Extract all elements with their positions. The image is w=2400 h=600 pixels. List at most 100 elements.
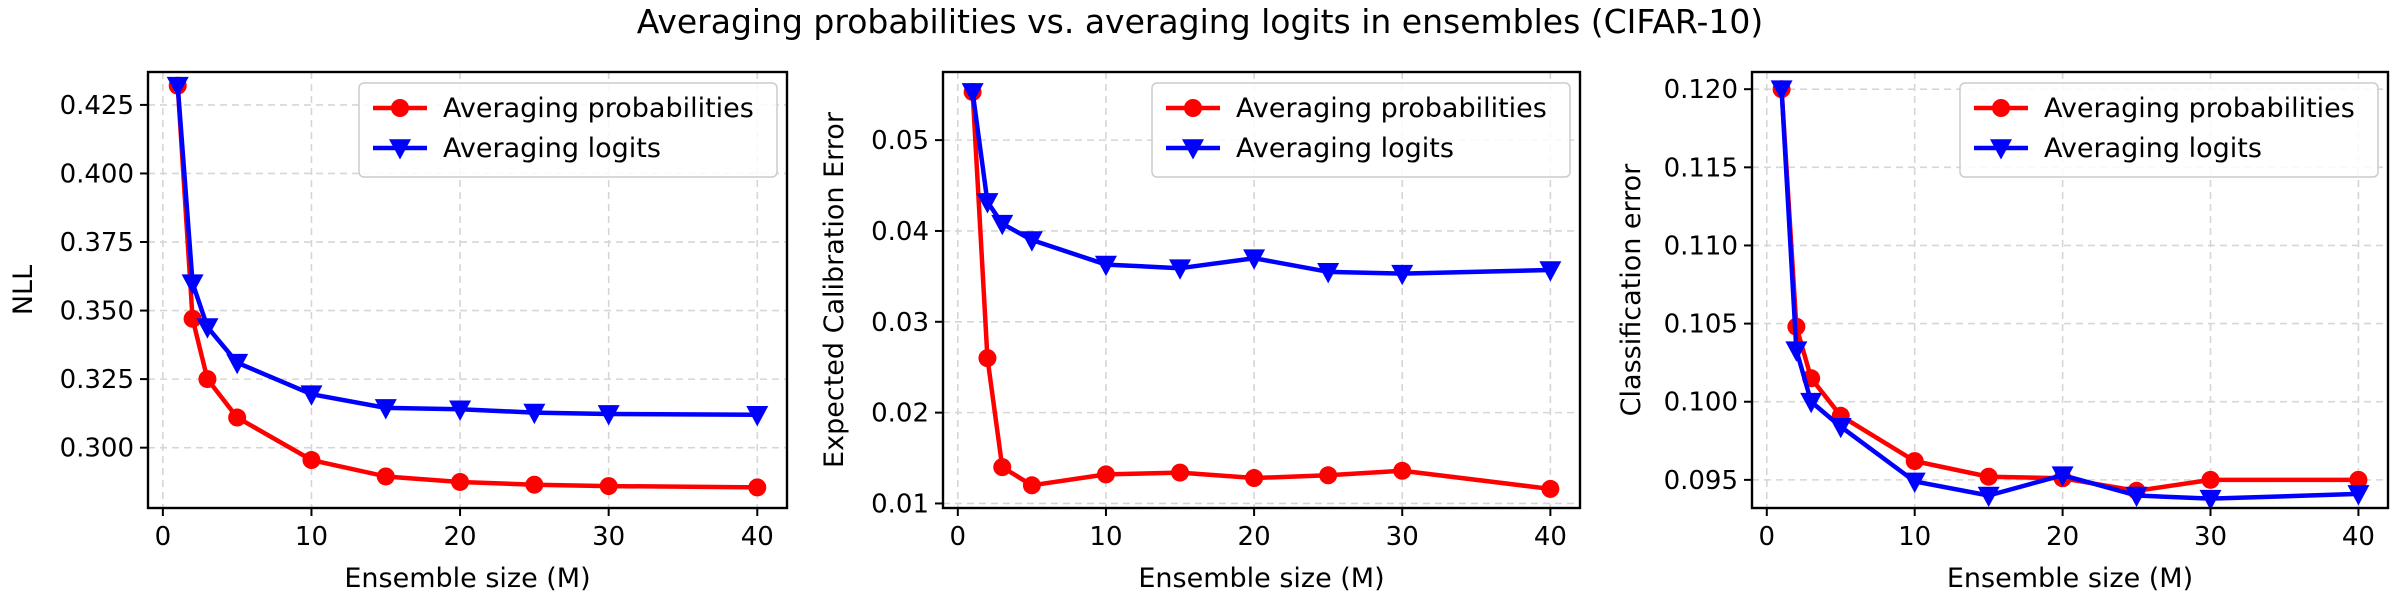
- data-point: [1770, 80, 1793, 101]
- data-point: [978, 349, 997, 368]
- series-averaging-logits: [1770, 80, 2370, 511]
- legend-box: [358, 82, 778, 178]
- data-point: [1022, 476, 1041, 495]
- legend-label: Averaging probabilities: [443, 93, 754, 124]
- data-point: [1391, 264, 1414, 286]
- legend: Averaging probabilities Averaging logits: [358, 82, 778, 178]
- y-tick-label: 0.115: [1664, 153, 1738, 183]
- data-point: [2349, 470, 2368, 489]
- data-point: [2125, 486, 2148, 508]
- data-point: [1905, 452, 1924, 471]
- x-tick-label: 0: [155, 522, 172, 552]
- data-point: [449, 400, 472, 421]
- legend-item: Averaging probabilities: [1974, 93, 2355, 124]
- chart-panel-2: 0 10 20 30 40 0.01 0.02 0.03 0.04 0.05 Ensemble si…: [819, 70, 1582, 594]
- x-tick-label: 0: [950, 522, 967, 552]
- y-tick-label: 0.05: [871, 126, 929, 156]
- y-tick-label: 0.105: [1664, 310, 1738, 340]
- legend-item: Averaging probabilities: [1166, 93, 1547, 124]
- chart-panel-3: 0 10 20 30 40 0.095 0.100 0.105 0.110 0.115 0.120 E…: [1616, 70, 2390, 594]
- data-point: [1393, 461, 1412, 480]
- series-line: [970, 91, 1551, 276]
- figure-title: Averaging probabilities vs. averaging lo…: [637, 2, 1764, 41]
- series-averaging-logits: [166, 76, 769, 427]
- x-tick-label: 40: [2342, 522, 2375, 552]
- y-tick-label: 0.325: [60, 365, 134, 395]
- legend-label: Averaging logits: [443, 133, 661, 164]
- charts-container: 0 10 20 30 40 0.300 0.325 0.350 0.375 0.400 0.425 E…: [8, 70, 2390, 594]
- data-point: [991, 214, 1014, 236]
- y-axis-label: Classification error: [1616, 163, 1647, 416]
- y-tick-label: 0.095: [1664, 466, 1738, 496]
- data-point: [1800, 392, 1823, 414]
- legend-item: Averaging logits: [1166, 133, 1454, 164]
- data-point: [1829, 417, 1852, 439]
- x-tick-label: 20: [444, 522, 477, 552]
- series-line: [1779, 89, 2359, 494]
- legend: Averaging probabilities Averaging logits: [1959, 82, 2379, 178]
- legend-item: Averaging probabilities: [373, 93, 754, 124]
- x-tick-label: 20: [1238, 522, 1271, 552]
- x-axis-label: Ensemble size (M): [1947, 563, 2193, 594]
- plot-frame: [146, 70, 789, 510]
- data-point: [597, 405, 620, 426]
- legend-item: Averaging logits: [373, 133, 661, 164]
- data-point: [228, 408, 247, 427]
- data-point: [451, 472, 470, 491]
- chart-panel-1: 0 10 20 30 40 0.300 0.325 0.350 0.375 0.400 0.425 E…: [8, 70, 789, 594]
- data-point: [1785, 341, 1808, 362]
- data-point: [1979, 467, 1998, 486]
- legend-label: Averaging logits: [2044, 133, 2262, 164]
- y-tick-label: 0.110: [1664, 231, 1738, 261]
- legend: Averaging probabilities Averaging logits: [1151, 82, 1571, 178]
- data-point: [525, 475, 544, 494]
- series-averaging-probabilities: [963, 82, 1560, 498]
- data-point: [196, 318, 219, 339]
- legend-item: Averaging logits: [1974, 133, 2262, 164]
- data-point: [1539, 261, 1562, 282]
- legend-label: Averaging probabilities: [1236, 93, 1547, 124]
- series-averaging-logits: [961, 83, 1562, 286]
- data-point: [166, 76, 189, 98]
- data-point: [181, 274, 204, 295]
- y-tick-label: 0.100: [1664, 388, 1738, 418]
- series-line: [970, 91, 1551, 492]
- data-point: [1243, 249, 1266, 270]
- legend-box: [1959, 82, 2379, 178]
- data-point: [226, 353, 249, 375]
- plot-frame: [941, 70, 1582, 510]
- data-point: [1903, 472, 1926, 493]
- series-averaging-probabilities: [168, 76, 767, 497]
- data-point: [1094, 255, 1117, 277]
- data-point: [523, 403, 546, 425]
- data-point: [1096, 465, 1115, 484]
- data-point: [300, 385, 323, 406]
- data-point: [1977, 486, 2000, 508]
- data-point: [2051, 466, 2074, 487]
- series-averaging-probabilities: [1772, 80, 2368, 500]
- legend-marker: [391, 99, 409, 117]
- legend-marker: [389, 139, 411, 160]
- data-point: [376, 467, 395, 486]
- y-tick-label: 0.03: [871, 308, 929, 338]
- data-point: [961, 83, 984, 104]
- legend-marker: [1990, 139, 2012, 160]
- data-point: [1317, 263, 1340, 284]
- x-axis-label: Ensemble size (M): [1138, 563, 1384, 594]
- y-tick-label: 0.01: [871, 489, 929, 519]
- data-point: [2199, 489, 2222, 511]
- data-point: [2201, 470, 2220, 489]
- y-axis-label: NLL: [8, 265, 39, 315]
- data-point: [1169, 259, 1192, 280]
- data-point: [302, 451, 321, 470]
- data-point: [976, 193, 999, 214]
- data-point: [1245, 469, 1264, 488]
- y-tick-label: 0.02: [871, 399, 929, 429]
- x-tick-label: 0: [1759, 522, 1776, 552]
- x-tick-label: 40: [1534, 522, 1567, 552]
- data-point: [374, 399, 397, 420]
- x-tick-label: 10: [1898, 522, 1931, 552]
- x-tick-label: 20: [2046, 522, 2079, 552]
- x-tick-label: 40: [741, 522, 774, 552]
